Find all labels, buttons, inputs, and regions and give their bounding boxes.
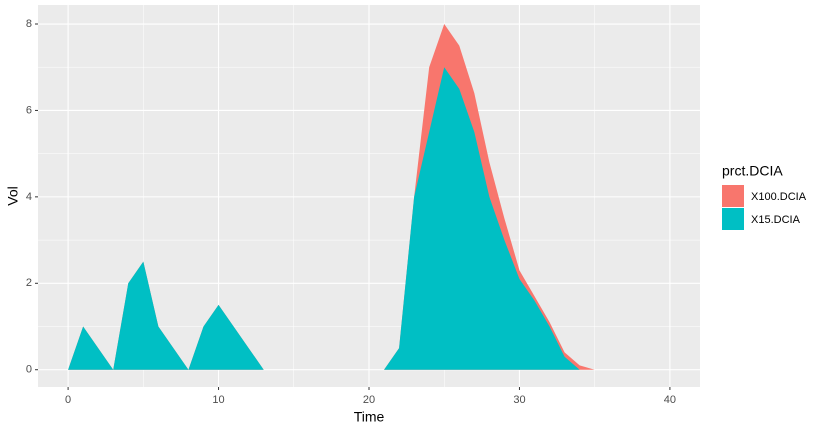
area — [68, 67, 595, 370]
legend-label: X15.DCIA — [751, 214, 801, 226]
x-tick-label: 0 — [65, 394, 71, 406]
x-tick-label: 10 — [212, 394, 224, 406]
legend-key — [722, 185, 744, 207]
y-tick-label: 8 — [26, 18, 32, 30]
y-axis-title: Vol — [5, 186, 21, 205]
x-tick-label: 30 — [513, 394, 525, 406]
y-tick-label: 4 — [26, 191, 32, 203]
y-tick-label: 6 — [26, 104, 32, 116]
x-tick-label: 20 — [363, 394, 375, 406]
legend-label: X100.DCIA — [751, 191, 807, 203]
x-tick-label: 40 — [664, 394, 676, 406]
legend-title: prct.DCIA — [722, 163, 783, 179]
y-tick-label: 2 — [26, 277, 32, 289]
y-tick-label: 0 — [26, 364, 32, 376]
legend-key — [722, 208, 744, 230]
x-axis-title: Time — [354, 409, 385, 425]
